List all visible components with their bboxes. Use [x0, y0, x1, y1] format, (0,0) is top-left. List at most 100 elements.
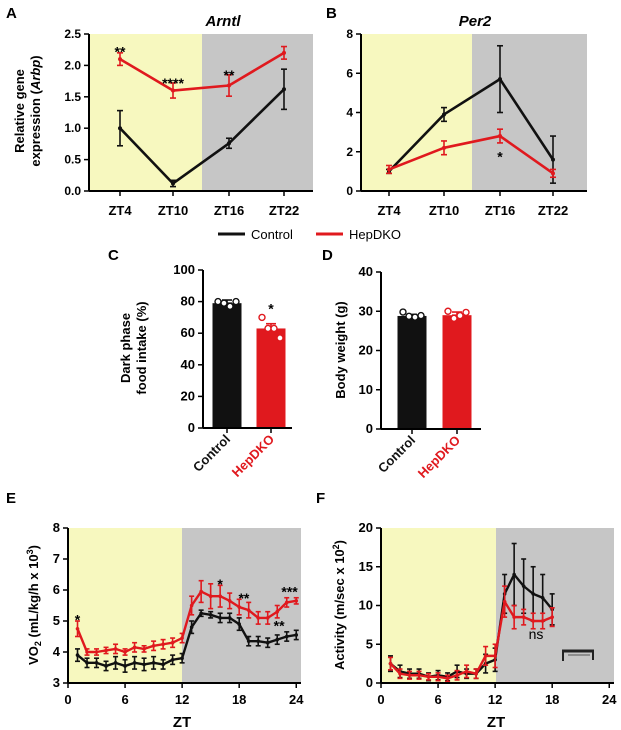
- significance-label: ns: [529, 626, 544, 642]
- y-axis-label-c2: food intake (%): [134, 301, 149, 394]
- data-point: [398, 671, 402, 676]
- significance-label: *: [497, 149, 503, 165]
- significance-label: **: [115, 44, 126, 60]
- data-point: [232, 297, 240, 306]
- data-point: [551, 157, 555, 162]
- y-axis-label-e-main: VO: [26, 646, 41, 665]
- significance-label: **: [238, 590, 249, 606]
- light-phase-band: [68, 528, 182, 683]
- dark-phase-band: [472, 34, 587, 191]
- y-tick-label: 100: [173, 262, 195, 277]
- data-point: [521, 615, 526, 619]
- y-tick-label: 1.0: [64, 121, 81, 135]
- x-tick-label: 12: [175, 692, 189, 707]
- y-axis-label-e: VO2 (mL/kg/h x 103): [25, 545, 43, 665]
- data-point: [161, 642, 165, 647]
- data-point: [171, 181, 175, 186]
- x-tick-label: 0: [377, 692, 384, 707]
- data-point: [118, 57, 122, 62]
- panel-f: F Activity (m/sec x 102) ZT 0 5 10 15 20 0 6 1…: [316, 490, 617, 730]
- x-tick-label: HepDKO: [229, 432, 277, 480]
- y-tick-label: 4: [346, 106, 353, 120]
- data-point: [113, 647, 118, 651]
- y-tick-label: 0: [188, 420, 195, 435]
- data-point: [512, 572, 516, 577]
- data-point: [227, 141, 231, 146]
- x-tick-label: 6: [434, 692, 441, 707]
- y-tick-label: 80: [181, 294, 195, 309]
- light-phase-band: [361, 34, 472, 191]
- y-axis-label-d: Body weight (g): [333, 301, 348, 399]
- y-tick-label: 8: [53, 520, 60, 535]
- y-tick-label: 40: [359, 264, 373, 279]
- data-point: [199, 611, 203, 616]
- legend: Control HepDKO: [218, 227, 401, 242]
- data-point: [399, 308, 407, 316]
- y-tick-label: 6: [346, 66, 353, 80]
- x-tick-label: ZT4: [377, 203, 401, 218]
- data-point: [444, 307, 452, 315]
- data-point: [237, 622, 241, 626]
- data-point: [464, 669, 469, 674]
- x-tick-label: HepDKO: [415, 433, 463, 481]
- data-point: [132, 645, 137, 650]
- data-point: [170, 657, 175, 662]
- y-axis-label-f: Activity (m/sec x 102): [331, 540, 347, 670]
- y-axis-label-a2: expression (Arbp): [28, 55, 43, 166]
- data-point: [132, 661, 137, 665]
- data-point: [123, 664, 127, 668]
- data-point: [246, 608, 251, 612]
- data-point: [531, 592, 535, 596]
- data-point: [264, 324, 272, 333]
- data-point: [246, 639, 251, 643]
- data-point: [531, 619, 535, 623]
- data-point: [218, 616, 222, 620]
- panel-label-f: F: [316, 490, 325, 507]
- bar: [212, 303, 242, 428]
- data-point: [493, 654, 497, 658]
- data-point: [498, 134, 502, 139]
- bar: [442, 315, 472, 429]
- data-point: [85, 650, 89, 654]
- x-tick-label: 12: [488, 692, 502, 707]
- data-point: [407, 673, 412, 678]
- data-point: [85, 661, 89, 665]
- series-line: [119, 51, 285, 92]
- panel-label-c: C: [108, 247, 119, 264]
- x-tick-label: ZT10: [429, 203, 459, 218]
- y-tick-label: 0: [346, 184, 353, 198]
- data-point: [442, 112, 446, 117]
- y-tick-label: 0: [366, 421, 373, 436]
- y-tick-label: 2.5: [64, 27, 81, 41]
- chart-title-arntl: Arntl: [205, 13, 242, 30]
- data-point: [113, 661, 118, 665]
- data-point: [94, 661, 99, 665]
- data-point: [445, 676, 450, 681]
- data-point: [265, 640, 270, 645]
- data-point: [208, 594, 213, 598]
- x-tick-label: 24: [602, 692, 617, 707]
- significance-label: **: [224, 67, 235, 83]
- chart-title-per2: Per2: [459, 13, 492, 30]
- y-axis-label-e-end: ): [26, 545, 41, 549]
- x-axis-label-e: ZT: [173, 714, 191, 730]
- x-tick-label: 18: [232, 692, 246, 707]
- y-tick-label: 30: [359, 303, 373, 318]
- y-axis-label-a2-prefix: expression (: [28, 89, 43, 166]
- y-tick-label: 6: [53, 582, 60, 597]
- data-point: [118, 126, 122, 131]
- data-point: [417, 311, 425, 320]
- data-point: [474, 671, 478, 676]
- data-point: [405, 312, 413, 321]
- data-point: [294, 633, 299, 637]
- bar: [256, 328, 286, 428]
- data-point: [94, 650, 99, 654]
- y-tick-label: 0: [366, 675, 373, 690]
- data-point: [170, 640, 175, 645]
- series-line: [388, 77, 555, 173]
- light-phase-band: [381, 528, 496, 683]
- y-tick-label: 20: [359, 520, 373, 535]
- y-tick-label: 20: [181, 388, 195, 403]
- legend-label-hepdko: HepDKO: [349, 227, 401, 242]
- data-point: [258, 313, 266, 322]
